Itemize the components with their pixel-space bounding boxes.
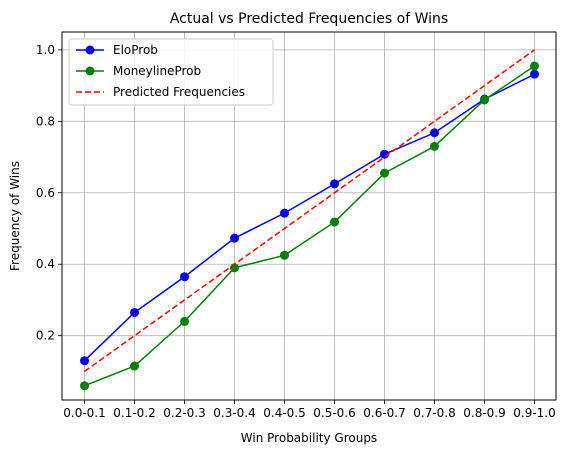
x-tick-label: 0.3-0.4 <box>213 406 256 420</box>
legend-marker-eloprob <box>85 45 95 55</box>
data-point-eloprob <box>330 179 339 189</box>
x-tick-label: 0.8-0.9 <box>463 406 506 420</box>
data-point-moneylineprob <box>280 250 289 260</box>
data-point-eloprob <box>130 307 139 317</box>
data-point-moneylineprob <box>330 217 339 227</box>
y-tick-label: 0.8 <box>36 114 55 128</box>
series-line-moneylineprob <box>84 65 535 387</box>
data-point-eloprob <box>80 356 89 366</box>
legend-label-eloprob: EloProb <box>113 43 158 57</box>
y-tick-label: 1.0 <box>36 43 55 57</box>
legend-label-predicted-frequencies: Predicted Frequencies <box>113 85 245 99</box>
data-point-eloprob <box>180 272 189 282</box>
plot-frame <box>61 31 557 401</box>
series-line-eloprob <box>83 73 535 362</box>
series-line-predicted-frequencies <box>84 49 535 373</box>
x-tick-label: 0.6-0.7 <box>363 406 406 420</box>
x-tick-label: 0.5-0.6 <box>313 406 356 420</box>
chart-title: Actual vs Predicted Frequencies of Wins <box>170 11 448 27</box>
x-axis-label: Win Probability Groups <box>241 431 377 445</box>
x-tick-label: 0.9-1.0 <box>513 406 556 420</box>
y-axis-label: Frequency of Wins <box>8 161 22 271</box>
y-tick-label: 0.2 <box>36 329 55 343</box>
legend-marker-moneylineprob <box>85 66 95 76</box>
x-tick-label: 0.4-0.5 <box>263 406 306 420</box>
x-tick-label: 0.7-0.8 <box>413 406 456 420</box>
data-point-eloprob <box>280 208 289 218</box>
data-point-eloprob <box>230 233 239 243</box>
x-tick-label: 0.0-0.1 <box>63 406 106 420</box>
legend: EloProb MoneylineProb Predicted Frequencie… <box>68 38 274 106</box>
x-tick-label: 0.1-0.2 <box>113 406 156 420</box>
y-tick-label: 0.4 <box>36 257 55 271</box>
legend-box <box>68 38 274 106</box>
data-point-moneylineprob <box>530 61 539 71</box>
data-point-moneylineprob <box>180 316 189 326</box>
axis-ticks: 0.0-0.1 0.1-0.2 0.2-0.3 0.3-0.4 0.4-0.5 0.5-0… <box>36 43 556 420</box>
data-point-moneylineprob <box>130 361 139 371</box>
data-point-eloprob <box>380 149 389 159</box>
x-tick-label: 0.2-0.3 <box>163 406 206 420</box>
data-point-moneylineprob <box>80 381 89 391</box>
data-point-eloprob <box>430 128 439 138</box>
series-layer <box>80 49 539 391</box>
y-tick-label: 0.6 <box>36 186 55 200</box>
data-point-moneylineprob <box>480 95 489 105</box>
data-point-moneylineprob <box>380 168 389 178</box>
legend-label-moneylineprob: MoneylineProb <box>113 64 201 78</box>
data-point-eloprob <box>530 69 539 79</box>
data-point-moneylineprob <box>430 141 439 151</box>
